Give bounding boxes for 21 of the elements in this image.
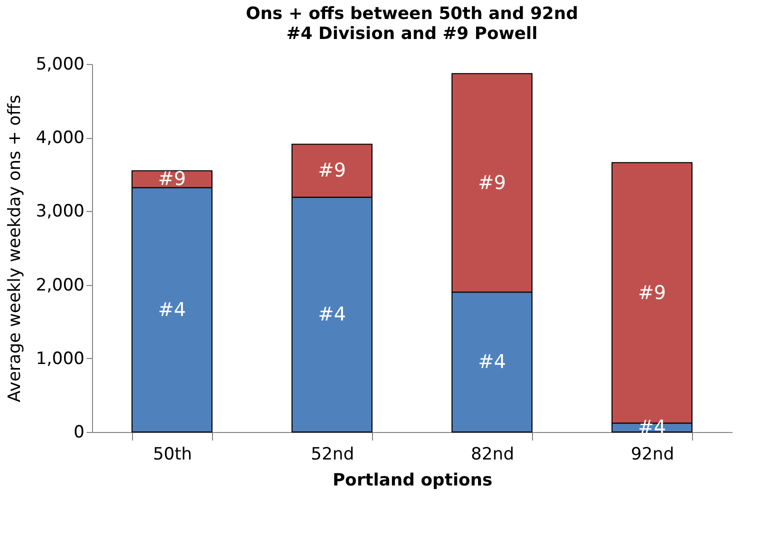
series-label: #9 xyxy=(158,168,186,190)
text: #4 xyxy=(158,298,186,321)
y-tick-label: 5,000 xyxy=(36,54,84,74)
y-tick-label: 4,000 xyxy=(36,128,84,148)
x-tick-label: 52nd xyxy=(310,444,354,464)
text: #4 xyxy=(478,351,506,374)
y-tick-label: 2,000 xyxy=(36,275,84,296)
text: #4 xyxy=(318,304,346,326)
x-axis-title: Portland options xyxy=(332,470,492,490)
x-tick-label: 50th xyxy=(152,444,192,464)
y-tick-label: 1,000 xyxy=(36,348,84,369)
y-tick-label: 0 xyxy=(74,422,84,442)
text: #9 xyxy=(318,160,346,182)
text: #9 xyxy=(638,282,666,304)
y-tick-label: 3,000 xyxy=(36,202,84,222)
text: #9 xyxy=(478,172,506,194)
chart-title: Ons + offs between 50th and 92nd xyxy=(246,4,578,24)
chart-subtitle: #4 Division and #9 Powell xyxy=(286,24,538,44)
x-tick-label: 92nd xyxy=(630,444,674,464)
y-axis-title: Average weekly weekday ons + offs xyxy=(4,94,25,402)
x-tick-label: 82nd xyxy=(470,444,514,464)
